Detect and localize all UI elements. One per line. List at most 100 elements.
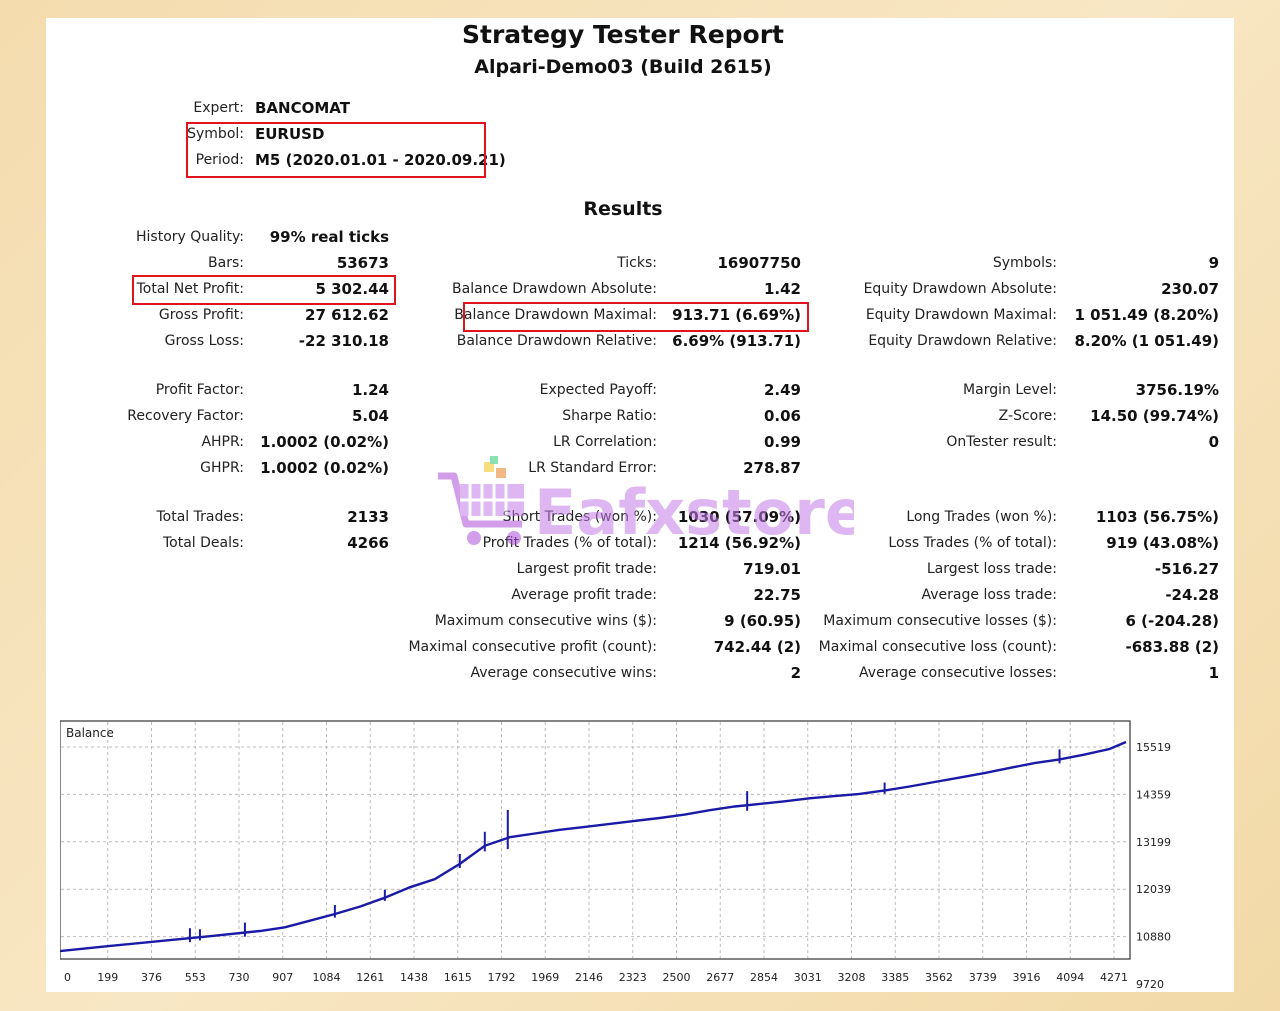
y-tick-label: 13199	[1136, 836, 1171, 849]
recovery-factor-label: Recovery Factor:	[127, 408, 244, 424]
recovery-factor-value: 5.04	[351, 407, 389, 425]
gross-loss-label: Gross Loss:	[164, 333, 244, 349]
long-trades-label: Long Trades (won %):	[906, 509, 1057, 525]
balance-dd-relative-value: 6.69% (913.71)	[672, 332, 801, 350]
lr-correlation-value: 0.99	[763, 433, 801, 451]
average-profit-trade-value: 22.75	[753, 586, 801, 604]
total-trades-value: 2133	[347, 508, 389, 526]
maximal-consecutive-loss-value: -683.88 (2)	[1125, 638, 1219, 656]
short-trades-label: Short Trades (won %):	[502, 509, 657, 525]
expert-value: BANCOMAT	[255, 99, 350, 117]
ticks-value: 16907750	[717, 254, 802, 272]
x-tick-label: 3385	[881, 971, 909, 984]
largest-loss-trade-label: Largest loss trade:	[926, 561, 1057, 577]
symbols-label: Symbols:	[992, 255, 1057, 271]
sharpe-ratio-value: 0.06	[763, 407, 801, 425]
x-tick-label: 1438	[400, 971, 428, 984]
gross-profit-label: Gross Profit:	[158, 307, 244, 323]
x-axis-ticks: 0 199 376 553 730 907 1084 1261 1438 1615 1792 1969…	[64, 971, 1128, 984]
max-consecutive-wins-value: 9 (60.95)	[724, 612, 801, 630]
average-consecutive-wins-label: Average consecutive wins:	[470, 665, 657, 681]
ticks-label: Ticks:	[617, 255, 657, 271]
x-tick-label: 3739	[969, 971, 997, 984]
x-tick-label: 199	[97, 971, 118, 984]
balance-spikes	[188, 749, 1061, 943]
y-tick-label: 12039	[1136, 883, 1171, 896]
x-tick-label: 1969	[531, 971, 559, 984]
largest-profit-trade-label: Largest profit trade:	[516, 561, 657, 577]
max-consecutive-losses-value: 6 (-204.28)	[1125, 612, 1219, 630]
total-trades-label: Total Trades:	[156, 509, 245, 525]
balance-dd-absolute-value: 1.42	[763, 280, 801, 298]
margin-level-label: Margin Level:	[963, 382, 1057, 398]
bars-label: Bars:	[208, 255, 244, 271]
report-title: Strategy Tester Report	[461, 20, 785, 49]
balance-dd-absolute-label: Balance Drawdown Absolute:	[452, 281, 657, 297]
profit-factor-label: Profit Factor:	[155, 382, 244, 398]
symbols-value: 9	[1208, 254, 1219, 272]
x-tick-label: 1261	[356, 971, 384, 984]
x-tick-label: 3031	[794, 971, 822, 984]
loss-trades-value: 919 (43.08%)	[1106, 534, 1219, 552]
symbol-period-highlight	[186, 122, 486, 178]
x-tick-label: 1792	[488, 971, 516, 984]
maximal-consecutive-loss-label: Maximal consecutive loss (count):	[818, 639, 1057, 655]
symbol-label: Symbol:	[187, 126, 244, 142]
expected-payoff-value: 2.49	[763, 381, 801, 399]
balance-dd-relative-label: Balance Drawdown Relative:	[456, 333, 657, 349]
profit-trades-label: Profit Trades (% of total):	[482, 535, 657, 551]
balance-dd-maximal-label: Balance Drawdown Maximal:	[454, 307, 657, 323]
x-tick-label: 730	[229, 971, 250, 984]
x-tick-label: 2854	[750, 971, 778, 984]
x-tick-label: 3208	[838, 971, 866, 984]
balance-series-line	[60, 740, 1127, 953]
expert-label: Expert:	[193, 100, 244, 116]
report-page: Strategy Tester Report Alpari-Demo03 (Bu…	[46, 18, 1234, 992]
x-tick-label: 907	[272, 971, 293, 984]
y-axis-ticks: 15519 14359 13199 12039 10880 9720	[1136, 741, 1171, 989]
ontester-result-value: 0	[1208, 433, 1219, 451]
bars-value: 53673	[336, 254, 389, 272]
x-tick-label: 2500	[663, 971, 691, 984]
max-consecutive-losses-label: Maximum consecutive losses ($):	[823, 613, 1057, 629]
x-tick-label: 376	[141, 971, 162, 984]
margin-level-value: 3756.19%	[1135, 381, 1219, 399]
total-deals-value: 4266	[347, 534, 389, 552]
lr-standard-error-value: 278.87	[743, 459, 801, 477]
ahpr-label: AHPR:	[201, 434, 244, 450]
equity-dd-absolute-value: 230.07	[1161, 280, 1219, 298]
ghpr-label: GHPR:	[200, 460, 244, 476]
ahpr-value: 1.0002 (0.02%)	[260, 433, 389, 451]
symbol-value: EURUSD	[255, 125, 325, 143]
ontester-result-label: OnTester result:	[946, 434, 1057, 450]
profit-trades-value: 1214 (56.92%)	[677, 534, 801, 552]
lr-correlation-label: LR Correlation:	[553, 434, 657, 450]
period-label: Period:	[195, 152, 244, 168]
gross-profit-value: 27 612.62	[305, 306, 389, 324]
chart-grid	[61, 722, 1129, 958]
x-tick-label: 2677	[706, 971, 734, 984]
history-quality-value: 99% real ticks	[269, 228, 389, 246]
average-consecutive-wins-value: 2	[790, 664, 801, 682]
x-tick-label: 4094	[1056, 971, 1084, 984]
largest-profit-trade-value: 719.01	[743, 560, 801, 578]
results-heading: Results	[583, 198, 663, 220]
total-net-profit-label: Total Net Profit:	[136, 281, 244, 297]
equity-dd-maximal-value: 1 051.49 (8.20%)	[1074, 306, 1219, 324]
z-score-value: 14.50 (99.74%)	[1090, 407, 1219, 425]
gross-loss-value: -22 310.18	[298, 332, 389, 350]
largest-loss-trade-value: -516.27	[1154, 560, 1219, 578]
average-consecutive-losses-value: 1	[1208, 664, 1219, 682]
net-profit-highlight	[132, 275, 396, 305]
x-tick-label: 3562	[925, 971, 953, 984]
expected-payoff-label: Expected Payoff:	[539, 382, 657, 398]
balance-dd-maximal-value: 913.71 (6.69%)	[672, 306, 801, 324]
long-trades-value: 1103 (56.75%)	[1095, 508, 1219, 526]
chart-title: Balance	[66, 726, 114, 740]
maximal-consecutive-profit-value: 742.44 (2)	[713, 638, 801, 656]
y-tick-label: 15519	[1136, 741, 1171, 754]
x-tick-label: 2323	[619, 971, 647, 984]
loss-trades-label: Loss Trades (% of total):	[888, 535, 1057, 551]
plot-area	[60, 720, 1131, 960]
x-tick-label: 1615	[444, 971, 472, 984]
